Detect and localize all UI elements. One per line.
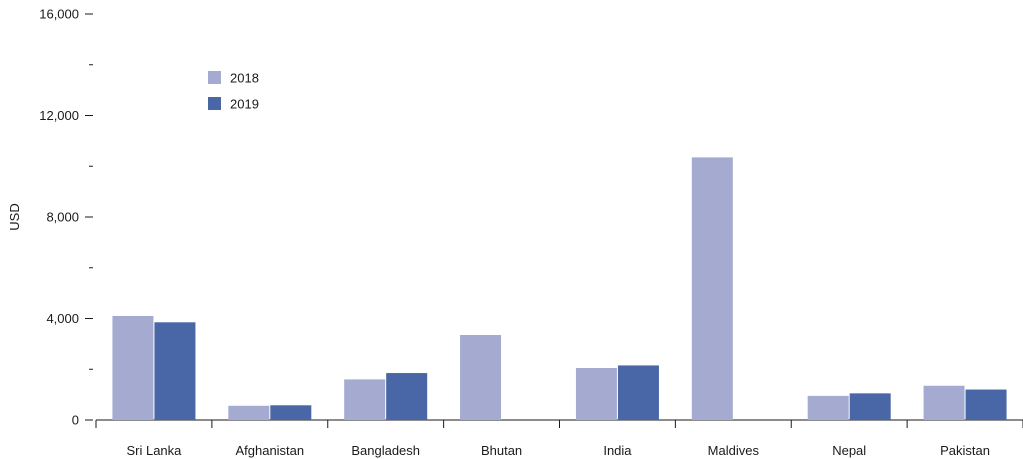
y-tick-label-8: 16,000 [39, 7, 79, 22]
legend-label-2018: 2018 [230, 71, 259, 86]
y-tick-label-0: 0 [72, 413, 79, 428]
y-axis-title: USD [7, 203, 22, 230]
legend-label-2019: 2019 [230, 97, 259, 112]
x-tick-label-3: Bhutan [481, 443, 522, 458]
bar-2019-india [617, 365, 659, 420]
bar-2018-pakistan [923, 385, 965, 420]
bar-2019-afghanistan [270, 405, 312, 420]
bar-2018-afghanistan [228, 405, 270, 420]
bars [112, 157, 1007, 420]
y-axis: 0 4,000 8,000 12,000 16,000 [39, 7, 93, 428]
bar-2019-sri-lanka [154, 322, 196, 420]
bar-2019-nepal [849, 393, 891, 420]
bar-2018-bhutan [460, 334, 502, 420]
x-tick-label-2: Bangladesh [351, 443, 420, 458]
x-tick-label-1: Afghanistan [235, 443, 304, 458]
bar-2019-bangladesh [386, 373, 428, 420]
x-tick-label-7: Pakistan [940, 443, 990, 458]
x-axis: Sri Lanka Afghanistan Bangladesh Bhutan Indi… [95, 419, 1023, 458]
legend-swatch-2018 [208, 71, 221, 84]
bar-2018-maldives [691, 157, 733, 420]
y-tick-label-2: 4,000 [46, 311, 79, 326]
y-tick-label-6: 12,000 [39, 108, 79, 123]
bar-2018-bangladesh [344, 379, 386, 420]
bar-2018-india [575, 367, 617, 420]
x-tick-label-5: Maldives [708, 443, 760, 458]
legend: 2018 2019 [208, 71, 259, 112]
x-tick-label-6: Nepal [832, 443, 866, 458]
x-tick-label-4: India [603, 443, 632, 458]
y-tick-label-4: 8,000 [46, 210, 79, 225]
bar-2018-sri-lanka [112, 315, 154, 420]
bar-2019-pakistan [965, 389, 1007, 420]
bar-2018-nepal [807, 395, 849, 420]
x-tick-label-0: Sri Lanka [126, 443, 182, 458]
legend-swatch-2019 [208, 97, 221, 110]
